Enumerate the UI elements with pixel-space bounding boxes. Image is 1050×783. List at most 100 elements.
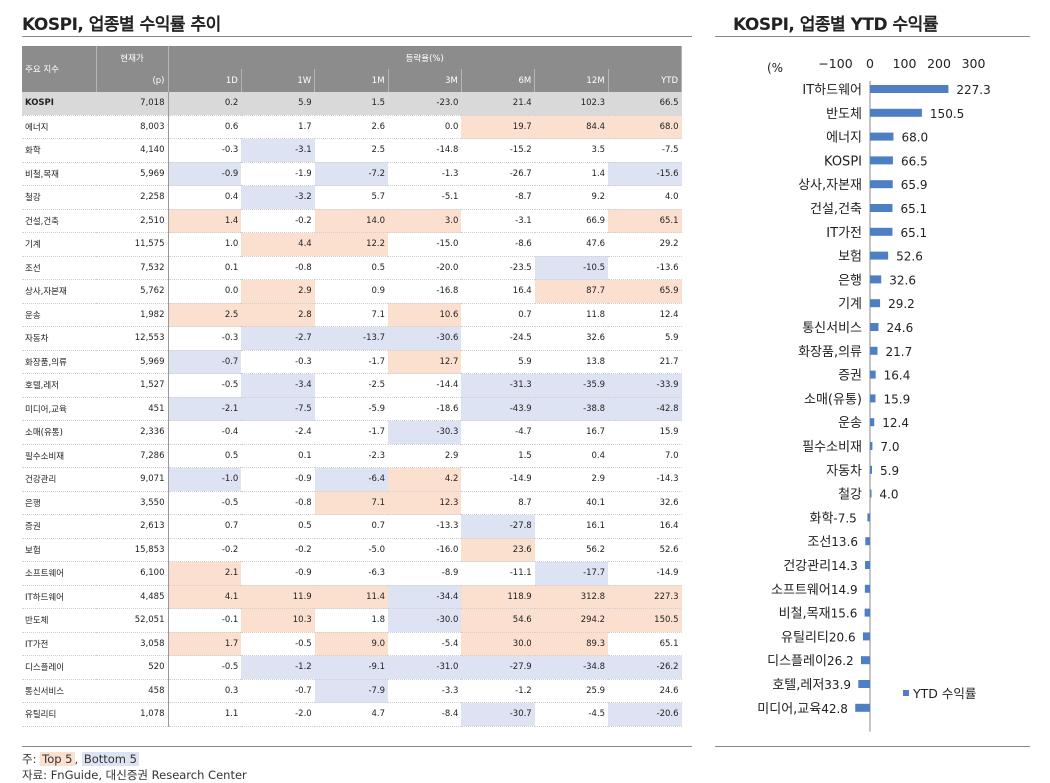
- header-period-6: YTD: [608, 69, 683, 92]
- bar: [860, 656, 870, 665]
- cell-6M: -43.9: [461, 397, 535, 421]
- table-row: 화장품,의류 5,969 -0.7 -0.3 -1.7 12.7 5.9 13.8 21.7: [22, 350, 682, 374]
- cell-6M: 118.9: [461, 585, 535, 609]
- cell-6M: -11.1: [461, 561, 535, 586]
- row-name: 호텔,레저: [22, 373, 96, 398]
- category-label: 철강: [838, 488, 862, 503]
- ytd-bar-chart: (% −100 0 100 200 300 IT하드웨어 227.3 반도체 150.5 에너지 68…: [757, 56, 991, 732]
- bar: [864, 608, 870, 617]
- cell-3M: -16.8: [388, 279, 462, 304]
- cell-1W: 11.9: [241, 585, 315, 609]
- cell-12M: 2.9: [534, 467, 609, 492]
- row-price: 458: [96, 679, 169, 703]
- cell-1W: -0.9: [241, 467, 315, 492]
- table-row: 유틸리티 1,078 1.1 -2.0 4.7 -8.4 -30.7 -4.5 -20.6: [22, 702, 682, 727]
- row-name: 디스플레이: [22, 655, 96, 680]
- row-name: IT가전: [22, 632, 96, 656]
- category-label: 기계: [838, 297, 862, 312]
- row-price: 15,853: [96, 538, 169, 562]
- row-name: 은행: [22, 491, 96, 515]
- cell-6M: -27.9: [461, 655, 535, 680]
- table-row: IT하드웨어 4,485 4.1 11.9 11.4 -34.4 118.9 312.8 227…: [22, 585, 682, 609]
- cell-1D: -0.2: [168, 538, 242, 562]
- cell-1M: 11.4: [314, 585, 389, 609]
- table-bottom-rule: [22, 746, 692, 747]
- bar: [870, 346, 878, 355]
- cell-1D: 0.3: [168, 679, 242, 703]
- bar: [870, 227, 893, 236]
- cell-12M: 47.6: [534, 232, 609, 257]
- value-label: 65.9: [901, 178, 928, 192]
- row-name: IT하드웨어: [22, 585, 96, 609]
- cell-1M: 7.1: [314, 491, 389, 515]
- table-row: 철강 2,258 0.4 -3.2 5.7 -5.1 -8.7 9.2 4.0: [22, 185, 682, 210]
- cell-1W: -7.5: [241, 397, 315, 421]
- header-period-3: 3M: [388, 69, 462, 92]
- cell-3M: -30.3: [388, 420, 462, 445]
- cell-6M: 5.9: [461, 350, 535, 374]
- cell-1W: 4.4: [241, 232, 315, 257]
- cell-1M: 1.8: [314, 608, 389, 633]
- header-change-group: 등락율(%): [168, 46, 682, 69]
- header-period-0: 1D: [168, 69, 242, 92]
- bar: [870, 204, 893, 212]
- cell-1W: -3.4: [241, 373, 315, 398]
- cell-6M: -1.2: [461, 679, 535, 703]
- cell-12M: 294.2: [534, 608, 609, 633]
- value-label: 7.0: [880, 440, 899, 454]
- cell-YTD: 5.9: [608, 326, 682, 351]
- cell-1W: -0.3: [241, 350, 315, 374]
- row-price: 5,969: [96, 350, 169, 374]
- cell-1D: 0.7: [168, 514, 242, 539]
- header-price-unit: (p): [96, 69, 169, 92]
- table-row: 운송 1,982 2.5 2.8 7.1 10.6 0.7 11.8 12.4: [22, 303, 682, 327]
- tick-label: −100: [818, 56, 852, 71]
- cell-1M: -6.3: [314, 561, 389, 586]
- value-label: 33.9: [824, 678, 851, 692]
- cell-YTD: 150.5: [608, 608, 682, 633]
- cell-3M: 2.9: [388, 444, 462, 468]
- category-label: 유틸리티: [781, 630, 829, 645]
- cell-12M: 102.3: [534, 92, 609, 116]
- category-label: 화장품,의류: [798, 345, 862, 360]
- cell-YTD: 16.4: [608, 514, 682, 539]
- cell-3M: -30.6: [388, 326, 462, 351]
- cell-1D: 2.5: [168, 303, 242, 327]
- row-price: 9,071: [96, 467, 169, 492]
- footnote: 주: Top 5, Bottom 5: [22, 751, 139, 767]
- cell-YTD: -26.2: [608, 655, 682, 680]
- cell-1W: 5.9: [241, 92, 315, 116]
- category-label: 건설,건축: [810, 202, 862, 217]
- cell-1W: -3.2: [241, 185, 315, 210]
- row-price: 11,575: [96, 232, 169, 257]
- cell-12M: -4.5: [534, 702, 609, 727]
- value-label: 14.9: [831, 583, 858, 597]
- cell-YTD: 15.9: [608, 420, 682, 445]
- row-name: 에너지: [22, 115, 96, 139]
- cell-12M: 66.9: [534, 209, 609, 233]
- row-price: 1,078: [96, 702, 169, 727]
- cell-1M: 2.6: [314, 115, 389, 139]
- category-label: 디스플레이: [767, 654, 827, 669]
- cell-1W: -0.8: [241, 256, 315, 280]
- value-label: 227.3: [956, 83, 990, 97]
- cell-1W: 0.5: [241, 514, 315, 539]
- row-price: 7,286: [96, 444, 169, 468]
- cell-12M: 40.1: [534, 491, 609, 515]
- table-row: 통신서비스 458 0.3 -0.7 -7.9 -3.3 -1.2 25.9 24.6: [22, 679, 682, 703]
- cell-1D: 0.6: [168, 115, 242, 139]
- table-row: 에너지 8,003 0.6 1.7 2.6 0.0 19.7 84.4 68.0: [22, 115, 682, 139]
- category-label: 운송: [838, 416, 862, 431]
- cell-1W: -0.2: [241, 538, 315, 562]
- row-name: 화장품,의류: [22, 350, 96, 374]
- cell-3M: -15.0: [388, 232, 462, 257]
- cell-6M: -23.5: [461, 256, 535, 280]
- cell-YTD: -7.5: [608, 138, 682, 163]
- category-label: 미디어,교육: [757, 702, 821, 717]
- bar: [870, 465, 873, 474]
- cell-1W: -0.2: [241, 209, 315, 233]
- cell-1D: 1.0: [168, 232, 242, 257]
- value-label: 14.3: [831, 559, 858, 573]
- value-label: 29.2: [888, 297, 915, 311]
- tick-label: 200: [927, 56, 951, 71]
